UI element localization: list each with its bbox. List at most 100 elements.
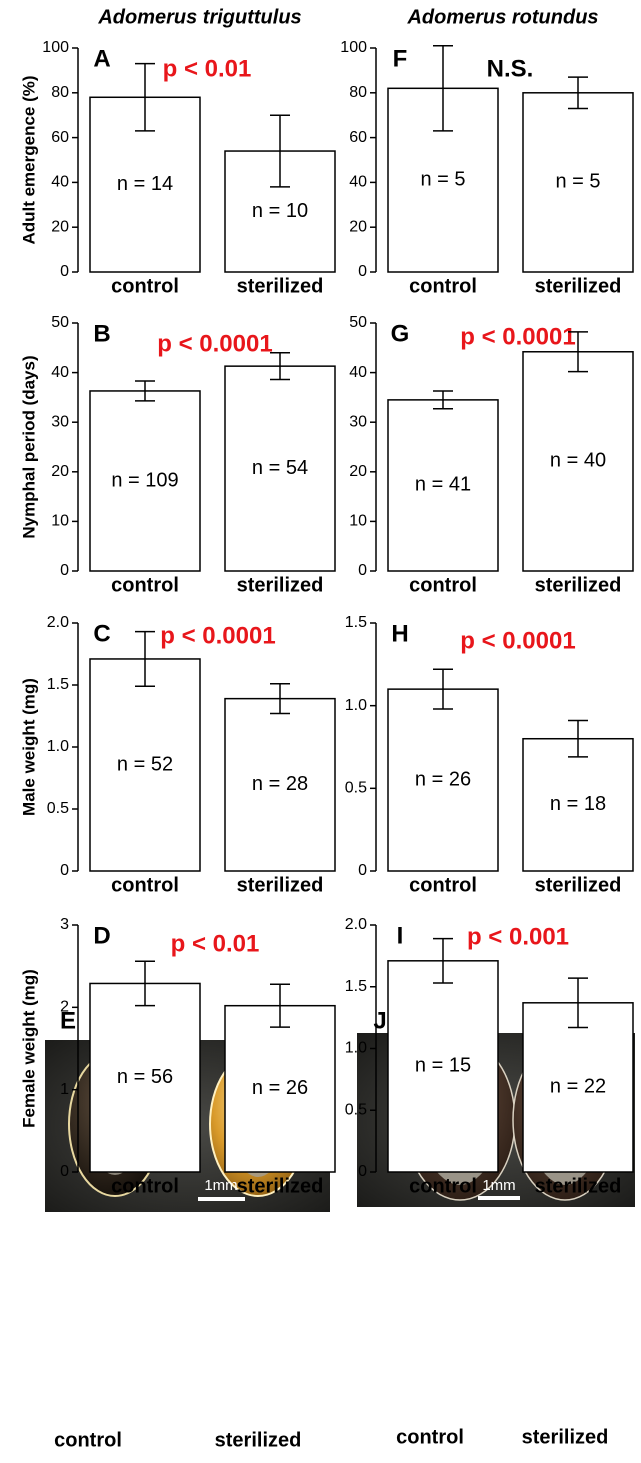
- y-tick-label: 40: [51, 364, 69, 381]
- x-tick-label: sterilized: [535, 275, 622, 297]
- photo-label: sterilized: [522, 1426, 609, 1448]
- y-tick-label: 1.0: [345, 697, 367, 714]
- y-tick-label: 100: [42, 39, 69, 56]
- x-tick-label: sterilized: [237, 1175, 324, 1197]
- panel-letter: I: [397, 922, 404, 949]
- n-label: n = 5: [420, 168, 465, 190]
- panel-letter: G: [391, 320, 410, 347]
- bar: [224, 1004, 336, 1173]
- n-label: n = 5: [555, 171, 600, 193]
- x-tick-label: control: [111, 275, 179, 297]
- bar: [522, 737, 634, 872]
- n-label: n = 52: [117, 753, 173, 775]
- p-value: p < 0.0001: [160, 622, 275, 649]
- photo-label: control: [54, 1429, 122, 1451]
- y-axis-label: Nymphal period (days): [19, 355, 38, 538]
- bar: [89, 658, 201, 872]
- y-tick-label: 2: [60, 999, 69, 1016]
- p-value: p < 0.0001: [460, 323, 575, 350]
- y-tick-label: 2.0: [345, 916, 367, 933]
- y-tick-label: 30: [349, 413, 367, 430]
- x-tick-label: sterilized: [535, 1175, 622, 1197]
- panel-letter: F: [393, 45, 408, 72]
- panel-letter: E: [60, 1007, 76, 1034]
- y-tick-label: 10: [349, 513, 367, 530]
- x-tick-label: control: [409, 275, 477, 297]
- panel-letter: B: [93, 320, 110, 347]
- y-tick-label: 1: [60, 1081, 69, 1098]
- bar: [522, 1002, 634, 1173]
- panel-letter: A: [93, 45, 110, 72]
- y-tick-label: 10: [51, 513, 69, 530]
- x-tick-label: control: [111, 874, 179, 896]
- y-tick-label: 1.5: [345, 614, 367, 631]
- species-title: Adomerus triguttulus: [97, 6, 301, 28]
- x-tick-label: control: [409, 1175, 477, 1197]
- y-tick-label: 20: [51, 218, 69, 235]
- photo-label: control: [396, 1426, 464, 1448]
- y-tick-label: 100: [340, 39, 367, 56]
- panel-letter: C: [93, 620, 110, 647]
- y-tick-label: 30: [51, 413, 69, 430]
- y-tick-label: 2.0: [47, 614, 69, 631]
- y-tick-label: 50: [349, 314, 367, 331]
- n-label: n = 14: [117, 173, 173, 195]
- p-value: p < 0.01: [171, 930, 260, 957]
- n-label: n = 22: [550, 1076, 606, 1098]
- y-tick-label: 0: [358, 1163, 367, 1180]
- n-label: n = 26: [415, 768, 471, 790]
- y-tick-label: 1.5: [345, 978, 367, 995]
- y-tick-label: 80: [51, 84, 69, 101]
- y-tick-label: 80: [349, 84, 367, 101]
- species-title: Adomerus rotundus: [406, 6, 598, 28]
- y-tick-label: 1.0: [47, 738, 69, 755]
- n-label: n = 41: [415, 474, 471, 496]
- p-value: p < 0.0001: [157, 330, 272, 357]
- y-tick-label: 0: [358, 862, 367, 879]
- y-tick-label: 20: [51, 463, 69, 480]
- p-value: N.S.: [487, 55, 534, 82]
- x-tick-label: sterilized: [237, 275, 324, 297]
- n-label: n = 10: [252, 200, 308, 222]
- n-label: n = 54: [252, 457, 308, 479]
- y-tick-label: 0: [60, 862, 69, 879]
- y-tick-label: 0: [60, 562, 69, 579]
- y-tick-label: 3: [60, 916, 69, 933]
- y-tick-label: 40: [349, 364, 367, 381]
- y-axis-label: Female weight (mg): [19, 969, 38, 1128]
- y-tick-label: 0: [60, 263, 69, 280]
- n-label: n = 18: [550, 793, 606, 815]
- y-tick-label: 60: [51, 129, 69, 146]
- n-label: n = 28: [252, 773, 308, 795]
- y-tick-label: 1.5: [47, 676, 69, 693]
- bar: [89, 390, 201, 572]
- y-tick-label: 0: [358, 562, 367, 579]
- y-tick-label: 1.0: [345, 1040, 367, 1057]
- n-label: n = 40: [550, 450, 606, 472]
- y-tick-label: 40: [349, 174, 367, 191]
- panel-letter: H: [391, 620, 408, 647]
- x-tick-label: sterilized: [237, 574, 324, 596]
- y-tick-label: 40: [51, 174, 69, 191]
- y-tick-label: 20: [349, 218, 367, 235]
- p-value: p < 0.001: [467, 923, 569, 950]
- x-tick-label: sterilized: [535, 574, 622, 596]
- y-axis-label: Adult emergence (%): [19, 75, 38, 244]
- bar: [89, 982, 201, 1173]
- y-tick-label: 50: [51, 314, 69, 331]
- scale-label: 1mm: [204, 1177, 237, 1194]
- bar: [387, 399, 499, 572]
- bar: [522, 92, 634, 273]
- y-tick-label: 0.5: [345, 780, 367, 797]
- y-tick-label: 60: [349, 129, 367, 146]
- y-tick-label: 20: [349, 463, 367, 480]
- n-label: n = 56: [117, 1066, 173, 1088]
- n-label: n = 109: [111, 469, 178, 491]
- p-value: p < 0.01: [163, 55, 252, 82]
- x-tick-label: sterilized: [535, 874, 622, 896]
- y-tick-label: 0.5: [47, 800, 69, 817]
- x-tick-label: control: [111, 1175, 179, 1197]
- panel-letter: D: [93, 922, 110, 949]
- n-label: n = 26: [252, 1077, 308, 1099]
